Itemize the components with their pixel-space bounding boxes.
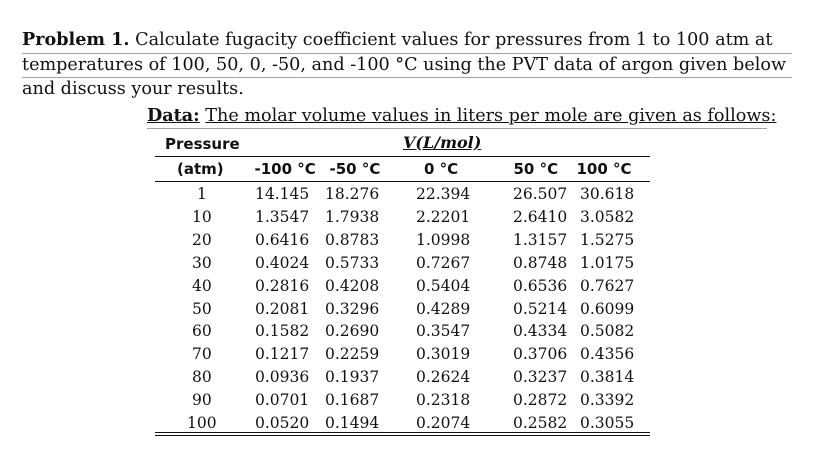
volume-cell: 0.6536 — [513, 277, 568, 295]
volume-cell: 0.2081 — [255, 300, 310, 318]
volume-cell: 0.1687 — [325, 391, 380, 409]
volume-cell: 0.4024 — [255, 254, 310, 272]
volume-cell: 0.1494 — [325, 414, 380, 432]
problem-line-2: temperatures of 100, 50, 0, -50, and -10… — [22, 54, 792, 78]
data-label: Data: — [147, 105, 200, 126]
problem-line-1: Problem 1. Calculate fugacity coefficien… — [22, 28, 792, 54]
volume-cell: 0.5404 — [416, 277, 471, 295]
pressure-cell: 40 — [192, 277, 212, 295]
volume-cell: 26.507 — [513, 185, 568, 203]
problem-label: Problem 1. — [22, 29, 130, 50]
pressure-header: Pressure — [165, 135, 240, 153]
volume-cell: 1.3157 — [513, 231, 568, 249]
header-rule-top — [155, 156, 650, 157]
temperature-header: 100 °C — [576, 160, 632, 178]
volume-cell: 0.4289 — [416, 300, 471, 318]
unit-header: (atm) — [177, 160, 224, 178]
volume-cell: 1.0998 — [416, 231, 471, 249]
temperature-header: 50 °C — [513, 160, 559, 178]
volume-cell: 2.2201 — [416, 208, 471, 226]
volume-cell: 0.4334 — [513, 322, 568, 340]
volume-cell: 0.8748 — [513, 254, 568, 272]
volume-cell: 0.3814 — [580, 368, 635, 386]
volume-cell: 0.2872 — [513, 391, 568, 409]
volume-cell: 0.2259 — [325, 345, 380, 363]
pressure-cell: 20 — [192, 231, 212, 249]
pressure-cell: 10 — [192, 208, 212, 226]
problem-text-1: Calculate fugacity coefficient values fo… — [135, 30, 773, 50]
volume-cell: 0.3547 — [416, 322, 471, 340]
volume-cell: 0.0936 — [255, 368, 310, 386]
pressure-cell: 30 — [192, 254, 212, 272]
volume-cell: 1.3547 — [255, 208, 310, 226]
volume-cell: 30.618 — [580, 185, 635, 203]
pressure-cell: 60 — [192, 322, 212, 340]
volume-cell: 0.3055 — [580, 414, 635, 432]
volume-cell: 2.6410 — [513, 208, 568, 226]
pressure-cell: 1 — [197, 185, 207, 203]
pressure-cell: 50 — [192, 300, 212, 318]
volume-header: V(L/mol) — [403, 133, 482, 152]
volume-cell: 0.2624 — [416, 368, 471, 386]
volume-cell: 0.1937 — [325, 368, 380, 386]
volume-cell: 0.3392 — [580, 391, 635, 409]
volume-cell: 0.0701 — [255, 391, 310, 409]
volume-cell: 0.2816 — [255, 277, 310, 295]
volume-cell: 0.3019 — [416, 345, 471, 363]
volume-cell: 0.3237 — [513, 368, 568, 386]
volume-cell: 0.1582 — [255, 322, 310, 340]
volume-cell: 0.2582 — [513, 414, 568, 432]
table-rule-bottom-1 — [155, 432, 650, 433]
volume-cell: 0.2690 — [325, 322, 380, 340]
pressure-cell: 90 — [192, 391, 212, 409]
volume-cell: 0.2318 — [416, 391, 471, 409]
volume-cell: 0.0520 — [255, 414, 310, 432]
volume-cell: 3.0582 — [580, 208, 635, 226]
volume-cell: 0.6416 — [255, 231, 310, 249]
volume-cell: 0.7267 — [416, 254, 471, 272]
temperature-header: -50 °C — [329, 160, 381, 178]
pressure-cell: 70 — [192, 345, 212, 363]
volume-cell: 0.2074 — [416, 414, 471, 432]
pressure-cell: 80 — [192, 368, 212, 386]
volume-cell: 18.276 — [325, 185, 380, 203]
data-description: The molar volume values in liters per mo… — [205, 106, 777, 126]
volume-cell: 1.5275 — [580, 231, 635, 249]
volume-cell: 1.0175 — [580, 254, 635, 272]
volume-cell: 0.3706 — [513, 345, 568, 363]
problem-statement: Problem 1. Calculate fugacity coefficien… — [22, 28, 792, 102]
volume-cell: 0.5082 — [580, 322, 635, 340]
volume-cell: 0.8783 — [325, 231, 380, 249]
volume-cell: 0.4356 — [580, 345, 635, 363]
volume-cell: 0.3296 — [325, 300, 380, 318]
problem-line-3: and discuss your results. — [22, 79, 244, 99]
header-rule-bottom — [155, 181, 650, 182]
volume-cell: 22.394 — [416, 185, 471, 203]
volume-cell: 1.7938 — [325, 208, 380, 226]
temperature-header: -100 °C — [254, 160, 316, 178]
volume-cell: 0.4208 — [325, 277, 380, 295]
volume-cell: 14.145 — [255, 185, 310, 203]
volume-cell: 0.6099 — [580, 300, 635, 318]
data-heading: Data: The molar volume values in liters … — [147, 104, 776, 129]
volume-cell: 0.1217 — [255, 345, 310, 363]
volume-cell: 0.5214 — [513, 300, 568, 318]
volume-cell: 0.5733 — [325, 254, 380, 272]
table-rule-bottom-2 — [155, 435, 650, 436]
temperature-header: 0 °C — [424, 160, 459, 178]
pressure-cell: 100 — [187, 414, 217, 432]
volume-cell: 0.7627 — [580, 277, 635, 295]
